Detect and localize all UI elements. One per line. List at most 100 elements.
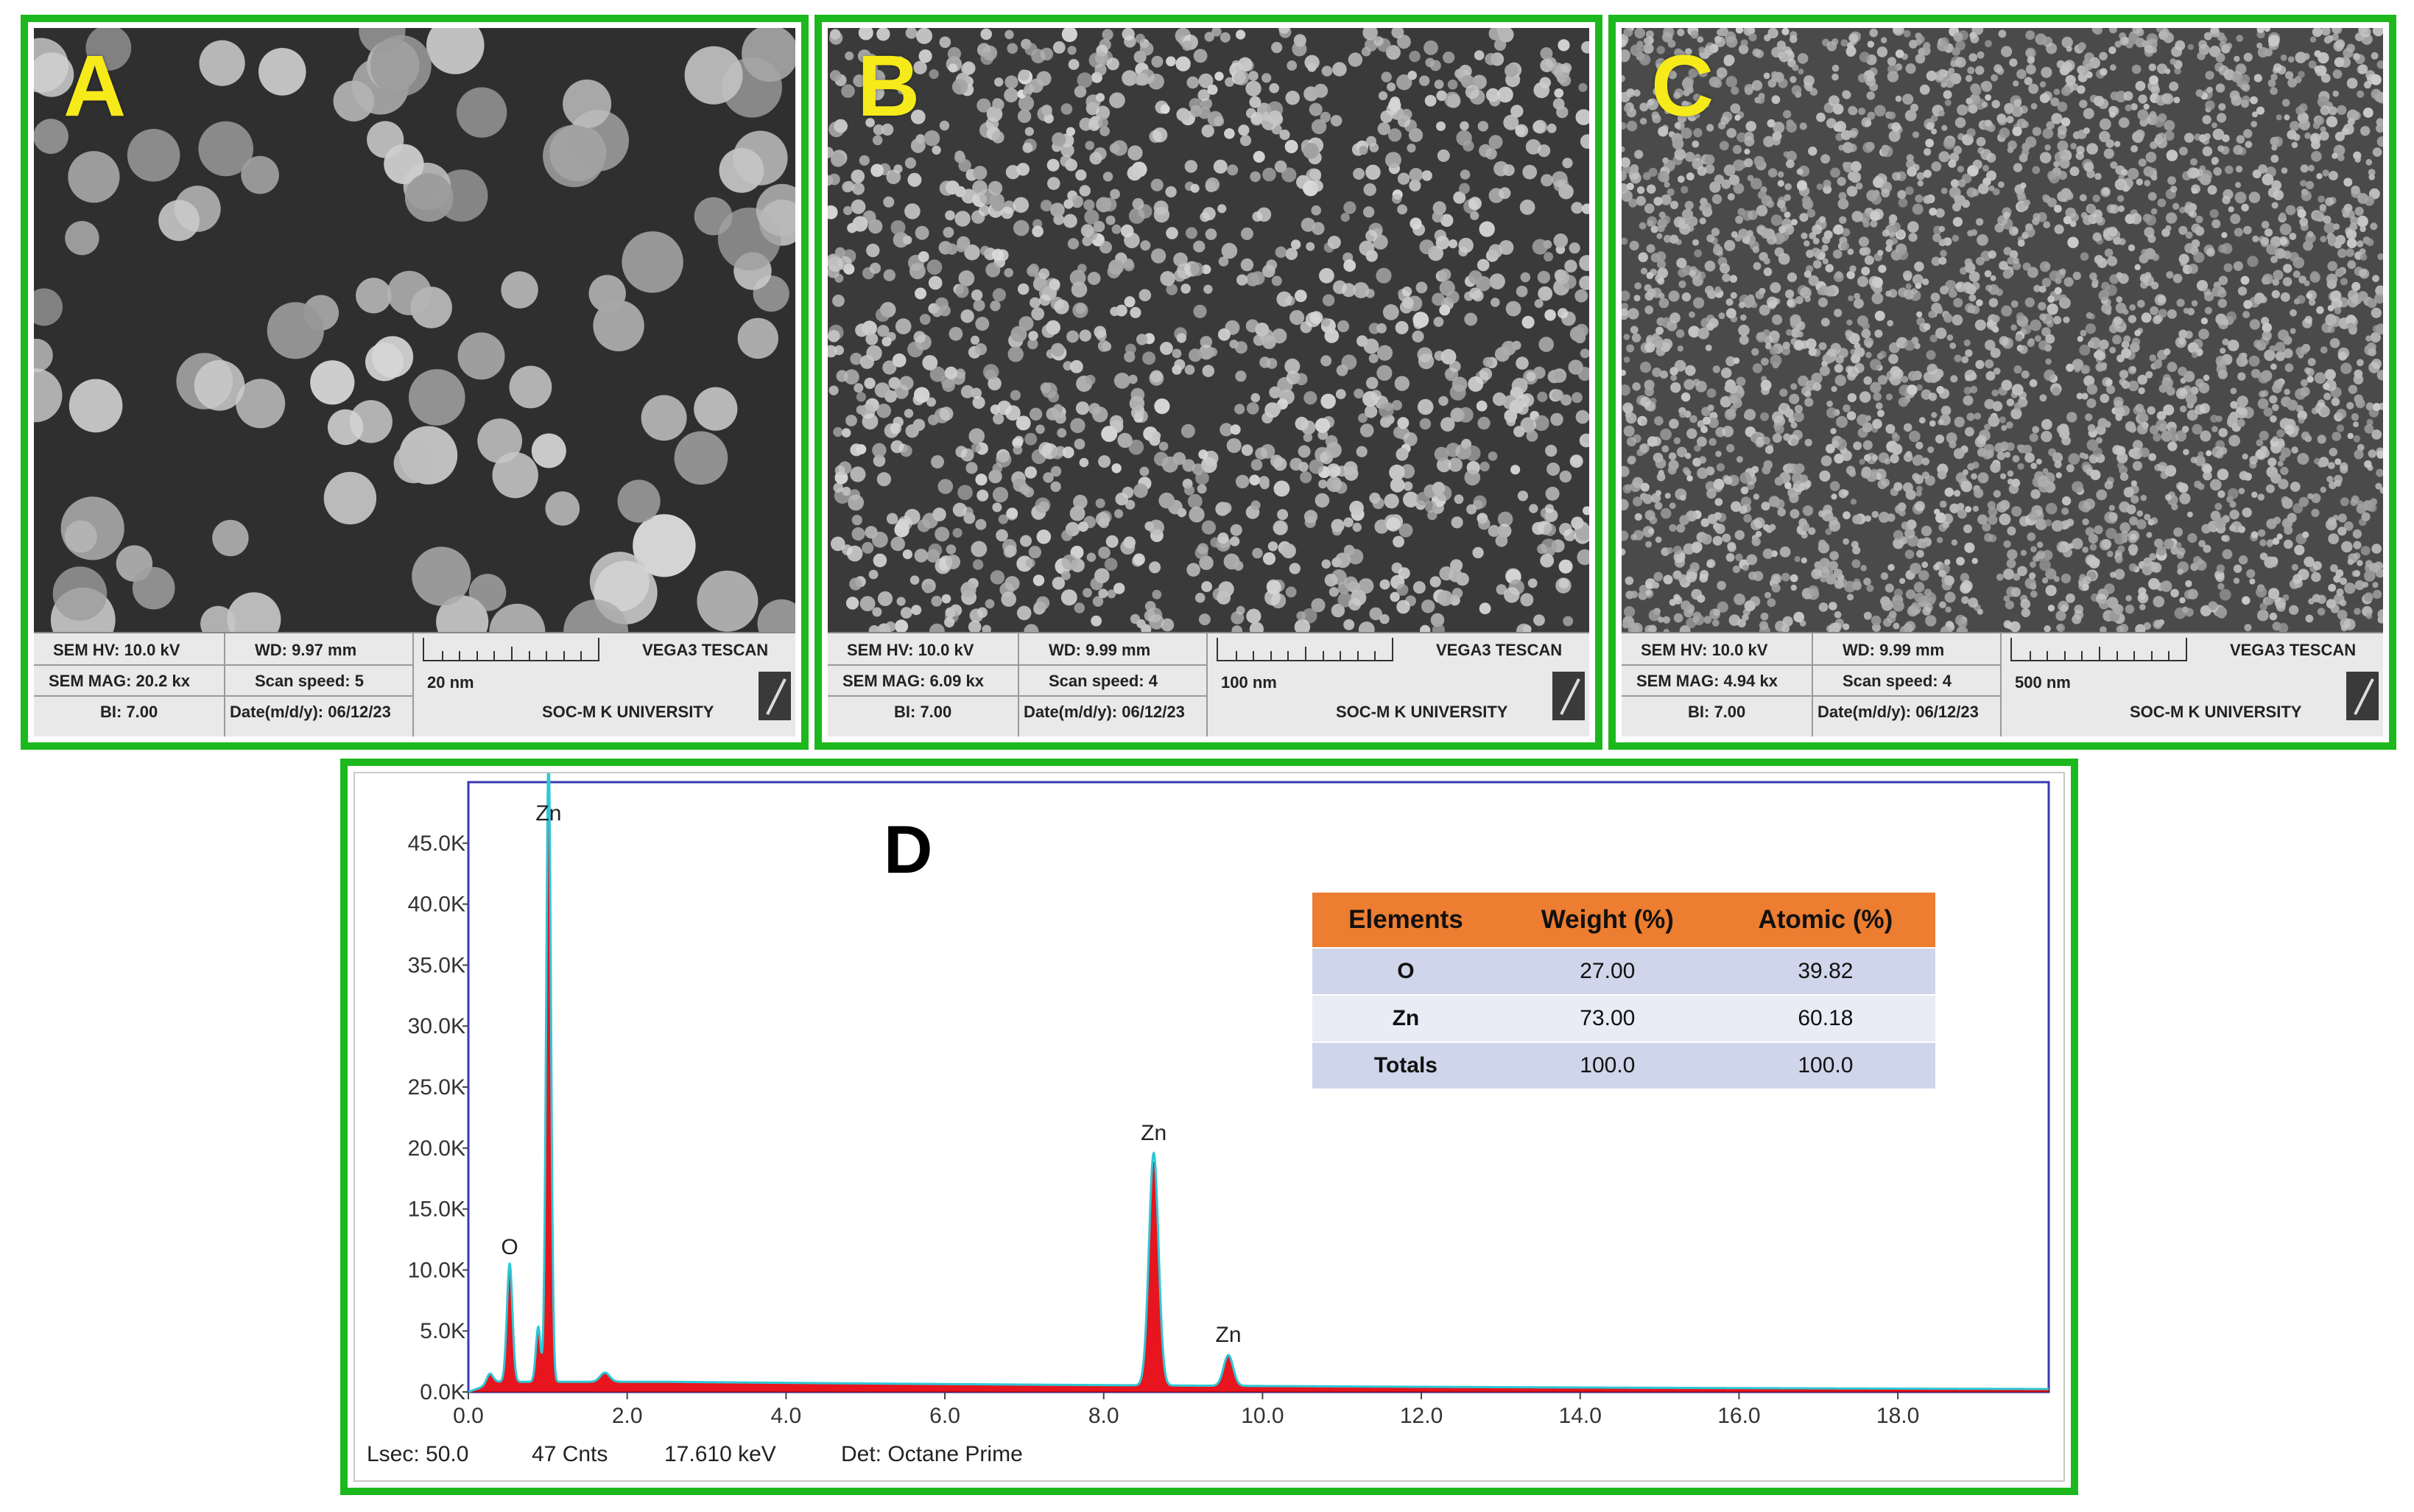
magnification-label: SEM MAG: 20.2 kx [49,672,190,690]
scale-tick [1322,651,1324,660]
footer-kev: 17.610 keV [664,1442,776,1466]
table-header-atomic: Atomic (%) [1715,893,1935,948]
scale-tick [441,651,443,660]
scale-tick [2133,651,2136,660]
y-tick-label: 10.0K [408,1258,465,1282]
x-tick-label: 16.0 [1717,1404,1760,1428]
composition-table: Elements Weight (%) Atomic (%) O 27.00 3… [1312,893,1935,1089]
sem-micrograph: A SEM HV: 10.0 kV WD: 9.97 mm SEM MAG: 20.2… [34,28,795,736]
info-bar-divider [1206,633,1208,736]
sem-micrograph: C SEM HV: 10.0 kV WD: 9.99 mm SEM MAG: 4.94… [1622,28,2383,736]
scale-tick [2029,651,2031,660]
peak-label: Zn [1141,1121,1166,1145]
table-cell-element: O [1312,947,1499,995]
sem-particles-image [828,28,1589,632]
date-label: Date(m/d/y): 06/12/23 [1817,703,1979,721]
scale-tick [2116,651,2118,660]
bi-label: BI: 7.00 [1688,703,1746,721]
scale-tick [2150,651,2153,660]
working-distance-label: WD: 9.99 mm [1049,641,1151,659]
organization-label: SOC-M K UNIVERSITY [2130,703,2302,721]
y-tick-label: 5.0K [420,1319,465,1343]
peak-label: O [501,1235,518,1259]
sem-particles-image [34,28,795,632]
info-bar-divider [1622,664,2000,666]
info-bar-divider [828,695,1206,697]
scale-tick [546,651,548,660]
scale-tick [563,651,565,660]
sem-panel-b: B SEM HV: 10.0 kV WD: 9.99 mm SEM MAG: 6.09… [814,15,1602,750]
peak-label: Zn [535,801,561,826]
scale-bar [2010,638,2187,661]
scale-tick [476,651,478,660]
scan-speed-label: Scan speed: 5 [255,672,364,690]
scale-tick [459,651,461,660]
info-bar-divider [34,695,412,697]
instrument-brand-label: VEGA3 TESCAN [2230,641,2357,659]
working-distance-label: WD: 9.99 mm [1843,641,1945,659]
magnification-label: SEM MAG: 6.09 kx [842,672,984,690]
y-tick-label: 20.0K [408,1136,465,1161]
sem-hv-label: SEM HV: 10.0 kV [847,641,974,659]
scale-tick [1305,647,1306,660]
table-cell-atomic: 100.0 [1715,1041,1935,1089]
x-tick-label: 6.0 [929,1404,960,1428]
table-row: Totals 100.0 100.0 [1312,1041,1935,1089]
y-tick-label: 40.0K [408,893,465,917]
scan-speed-label: Scan speed: 4 [1843,672,1952,690]
date-label: Date(m/d/y): 06/12/23 [1024,703,1185,721]
organization-label: SOC-M K UNIVERSITY [542,703,714,721]
scale-tick [528,651,530,660]
x-tick-label: 12.0 [1400,1404,1443,1428]
y-tick-label: 30.0K [408,1014,465,1038]
x-tick-label: 10.0 [1241,1404,1284,1428]
footer-detector: Det: Octane Prime [841,1442,1023,1466]
scale-tick [1340,651,1342,660]
table-cell-weight: 73.00 [1499,994,1716,1042]
x-tick-label: 18.0 [1876,1404,1919,1428]
scale-bar-label: 100 nm [1221,673,1277,692]
panel-letter: B [857,38,921,135]
scale-bar [1217,638,1393,661]
x-tick-label: 4.0 [770,1404,801,1428]
table-cell-weight: 27.00 [1499,947,1716,995]
peak-label: Zn [1216,1323,1242,1347]
sem-panel-a: A SEM HV: 10.0 kV WD: 9.97 mm SEM MAG: 20.2… [21,15,809,750]
table-cell-weight: 100.0 [1499,1041,1716,1089]
info-bar-divider [412,633,414,736]
info-bar-divider [1812,633,1813,736]
sem-panel-c: C SEM HV: 10.0 kV WD: 9.99 mm SEM MAG: 4.94… [1608,15,2396,750]
scale-tick [2081,651,2083,660]
info-bar-divider [34,664,412,666]
scale-bar-label: 500 nm [2015,673,2071,692]
scale-tick [2047,651,2049,660]
scale-tick [493,651,496,660]
organization-label: SOC-M K UNIVERSITY [1336,703,1508,721]
y-tick-label: 0.0K [420,1380,465,1404]
panel-letter-d: D [884,812,933,887]
footer-counts: 47 Cnts [532,1442,608,1466]
instrument-brand-label: VEGA3 TESCAN [642,641,769,659]
scan-speed-label: Scan speed: 4 [1049,672,1158,690]
sem-hv-label: SEM HV: 10.0 kV [53,641,180,659]
scale-tick [511,647,513,660]
scale-tick [1235,651,1237,660]
scale-tick [2168,651,2170,660]
tescan-logo-icon [2346,672,2379,720]
bi-label: BI: 7.00 [894,703,952,721]
tescan-logo-icon [759,672,791,720]
scale-bar-label: 20 nm [427,673,474,692]
y-tick-label: 45.0K [408,831,465,856]
sem-particles-image [1622,28,2383,632]
table-row: Zn 73.00 60.18 [1312,994,1935,1042]
footer-lsec: Lsec: 50.0 [367,1442,469,1466]
date-label: Date(m/d/y): 06/12/23 [230,703,391,721]
tescan-logo-icon [1552,672,1585,720]
eds-spectrum-frame: 0.0 2.0 4.0 6.0 8.0 10.0 12.0 14.0 16.0 18.0 0.0K 5… [353,772,2065,1482]
info-bar-divider [2000,633,2002,736]
scale-tick [1356,651,1359,660]
panel-letter: A [63,38,127,135]
table-cell-atomic: 39.82 [1715,947,1935,995]
x-tick-label: 14.0 [1559,1404,1602,1428]
sem-info-bar: SEM HV: 10.0 kV WD: 9.99 mm SEM MAG: 6.09 … [828,632,1589,736]
